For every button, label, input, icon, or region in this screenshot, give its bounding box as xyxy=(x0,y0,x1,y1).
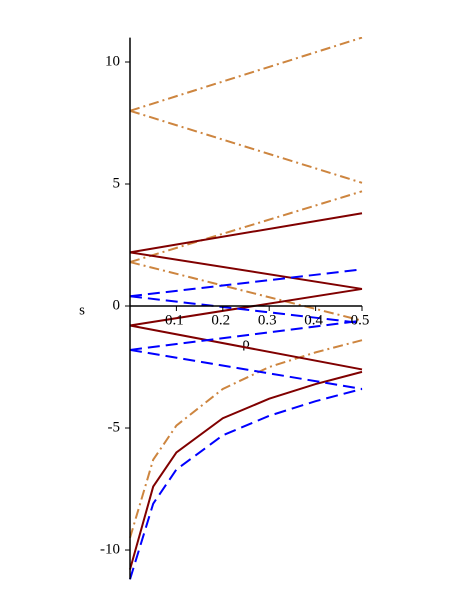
data-line xyxy=(129,287,363,327)
data-line xyxy=(129,339,363,539)
y-tick-label: 0 xyxy=(113,297,121,313)
data-line xyxy=(129,212,363,254)
x-axis-label: ρ xyxy=(242,335,250,351)
data-line xyxy=(129,370,363,570)
x-tick-label: 0.5 xyxy=(351,312,370,328)
y-tick-label: -10 xyxy=(100,541,120,557)
data-line xyxy=(129,319,363,351)
data-line xyxy=(129,348,363,390)
data-line xyxy=(129,268,363,298)
data-line xyxy=(129,251,363,290)
x-tick-label: 0.2 xyxy=(211,312,230,328)
data-line xyxy=(129,109,363,184)
data-line xyxy=(129,190,363,264)
data-line xyxy=(129,324,363,371)
x-tick-label: 0.1 xyxy=(165,312,184,328)
plot-area xyxy=(129,37,363,580)
data-line xyxy=(129,295,363,325)
x-tick-label: 0.3 xyxy=(258,312,277,328)
data-line xyxy=(129,37,363,112)
y-tick-label: 10 xyxy=(105,53,120,69)
y-tick-label: -5 xyxy=(108,419,121,435)
x-tick-label: 0.4 xyxy=(304,312,323,328)
y-axis-label: s xyxy=(79,302,85,318)
data-line xyxy=(129,388,363,580)
y-tick-label: 5 xyxy=(113,175,121,191)
